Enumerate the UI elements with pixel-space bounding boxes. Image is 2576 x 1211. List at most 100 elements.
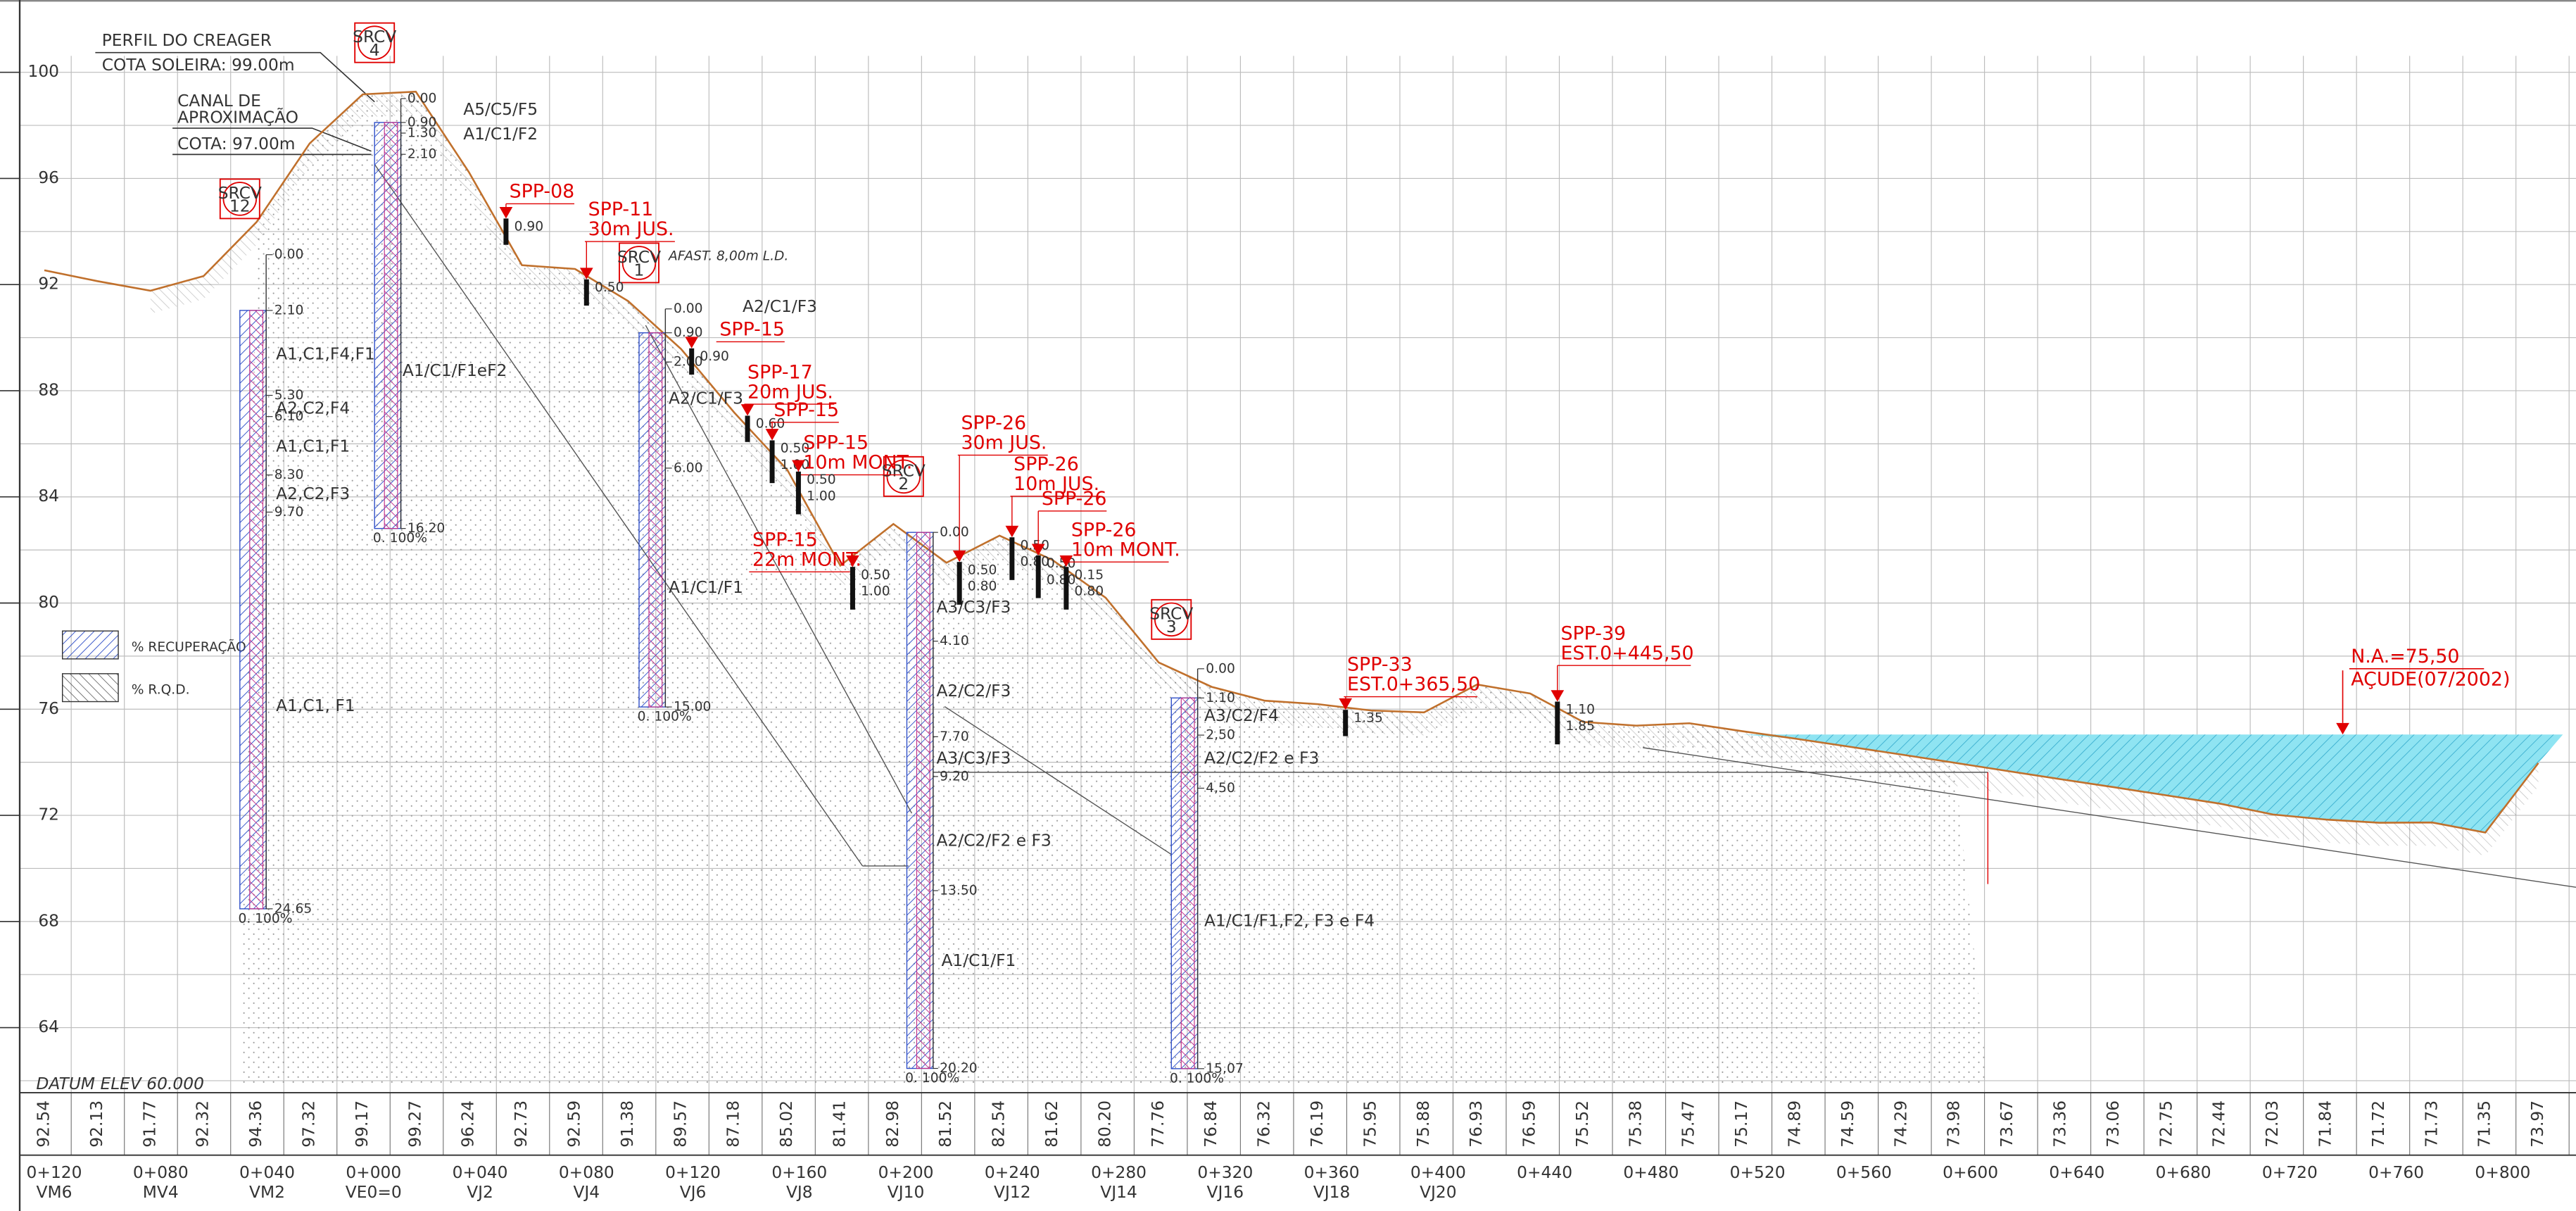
layer-label: A2/C2/F3 xyxy=(936,681,1011,701)
station-km: 0+560 xyxy=(1836,1162,1892,1182)
station-km: 0+800 xyxy=(2475,1162,2530,1182)
tag-label: SRCV xyxy=(882,460,926,480)
contact-line xyxy=(944,705,1172,855)
ground-elevation: 73.97 xyxy=(2527,1100,2547,1148)
spt-label: 30m JUS. xyxy=(588,218,674,240)
spt-label: 10m MONT. xyxy=(803,452,912,474)
rqd-bar xyxy=(916,532,930,1069)
spt-label: EST.0+365,50 xyxy=(1347,674,1480,696)
spt-bar xyxy=(1063,567,1069,610)
ground-elevation: 92.13 xyxy=(87,1100,106,1148)
station-km: 0+120 xyxy=(27,1162,82,1182)
legend-swatch xyxy=(61,630,119,660)
tag-number: 4 xyxy=(370,40,380,60)
tag-label: SRCV xyxy=(617,247,661,267)
tag-box xyxy=(1151,598,1192,640)
tag-label: SRCV xyxy=(353,27,396,46)
ground-elevation: 73.36 xyxy=(2050,1100,2069,1148)
ground-elevation: 75.17 xyxy=(1731,1100,1751,1148)
depth-label: 0.00 xyxy=(1206,661,1235,676)
layer-label: A2,C2,F3 xyxy=(276,484,350,503)
station-km: 0+600 xyxy=(1943,1162,1998,1182)
spt-label: 30m JUS. xyxy=(961,432,1047,454)
creager-label: PERFIL DO CREAGER xyxy=(102,30,272,50)
ground-elevation: 76.59 xyxy=(1520,1100,1539,1148)
spt-depth: 0.50 xyxy=(807,472,836,487)
spt-label: SPP-15 xyxy=(803,432,869,454)
spt-bar xyxy=(1035,555,1041,598)
depth-label: 15,07 xyxy=(1206,1061,1243,1076)
layer-label: A2/C2/F2 e F3 xyxy=(936,830,1051,850)
depth-label: 1.10 xyxy=(1206,691,1235,705)
station-km: 0+400 xyxy=(1410,1162,1466,1182)
spt-bar xyxy=(769,440,775,484)
spt-label: 10m JUS. xyxy=(1014,473,1099,495)
spt-depth: 0.50 xyxy=(968,563,997,577)
station-km: 0+160 xyxy=(771,1162,827,1182)
elevation-label: 92 xyxy=(38,274,59,294)
depth-label: 0.00 xyxy=(940,525,969,540)
dotted-rock xyxy=(239,92,1988,1085)
contact-line xyxy=(374,163,864,867)
elevation-label: 68 xyxy=(38,910,59,930)
ground-elevation: 75.38 xyxy=(1625,1100,1645,1148)
depth-label: 4,50 xyxy=(1206,781,1235,796)
tag-box xyxy=(619,242,659,284)
layer-label: A2/C1/F3 xyxy=(669,389,743,408)
spt-label: SPP-11 xyxy=(588,199,654,220)
spt-label: SPP-17 xyxy=(747,361,813,383)
station-km: 0+640 xyxy=(2049,1162,2104,1182)
ground-elevation: 71.84 xyxy=(2315,1100,2335,1148)
ground-elevation: 71.72 xyxy=(2368,1100,2388,1148)
ground-elevation: 72.44 xyxy=(2209,1100,2229,1148)
ground-elevation: 91.77 xyxy=(139,1100,159,1148)
depth-label: 9.20 xyxy=(940,769,969,784)
station-km: 0+280 xyxy=(1091,1162,1147,1182)
tag-circle xyxy=(357,25,392,60)
station-km: 0+760 xyxy=(2368,1162,2424,1182)
spt-label: SPP-08 xyxy=(510,181,575,203)
station-km: 0+040 xyxy=(453,1162,508,1182)
elevation-label: 100 xyxy=(27,61,59,81)
station-name: VM6 xyxy=(37,1182,72,1202)
ground-elevation: 81.52 xyxy=(935,1100,955,1148)
rqd-bar xyxy=(384,122,398,529)
tag-box xyxy=(219,178,260,220)
station-name: VJ2 xyxy=(467,1182,493,1202)
legend-swatch xyxy=(61,673,119,703)
depth-label: 7.70 xyxy=(940,729,969,744)
elevation-label: 80 xyxy=(38,592,59,612)
ground-elevation: 94.36 xyxy=(246,1100,265,1148)
spt-label: SPP-15 xyxy=(752,529,818,551)
spt-label: 22m MONT. xyxy=(752,548,861,570)
ground-elevation: 76.93 xyxy=(1466,1100,1486,1148)
station-name: VJ18 xyxy=(1313,1182,1351,1202)
ground-elevation: 92.59 xyxy=(564,1100,583,1148)
ground-elevation: 81.62 xyxy=(1042,1100,1061,1148)
depth-label: 0.00 xyxy=(408,92,437,106)
layer-label: A1/C1/F1 xyxy=(669,577,743,597)
spt-bar xyxy=(1009,537,1015,580)
spt-marker xyxy=(1551,690,1565,702)
spt-depth: 1.35 xyxy=(1353,710,1383,725)
depth-label: 2,50 xyxy=(1206,728,1235,743)
spt-marker xyxy=(765,429,779,441)
scale-label: 0. 100% xyxy=(373,531,427,546)
depth-label: 2.10 xyxy=(408,147,437,162)
ground-elevation: 74.89 xyxy=(1785,1100,1805,1148)
canal-label: CANAL DE xyxy=(177,91,261,111)
ground-elevation: 71.35 xyxy=(2475,1100,2494,1148)
station-name: VJ20 xyxy=(1420,1182,1457,1202)
ground-elevation: 89.57 xyxy=(670,1100,690,1148)
station-km: 0+000 xyxy=(346,1162,401,1182)
layer-label: A1/C1/F1,F2, F3 e F4 xyxy=(1204,911,1375,931)
depth-label: 0.90 xyxy=(674,325,703,340)
spt-marker xyxy=(740,404,755,416)
depth-label: 5.30 xyxy=(274,388,304,403)
spt-marker xyxy=(952,550,966,563)
spt-label: SPP-39 xyxy=(1560,622,1626,644)
depth-label: 8.30 xyxy=(274,468,304,482)
spt-marker xyxy=(1059,555,1073,567)
